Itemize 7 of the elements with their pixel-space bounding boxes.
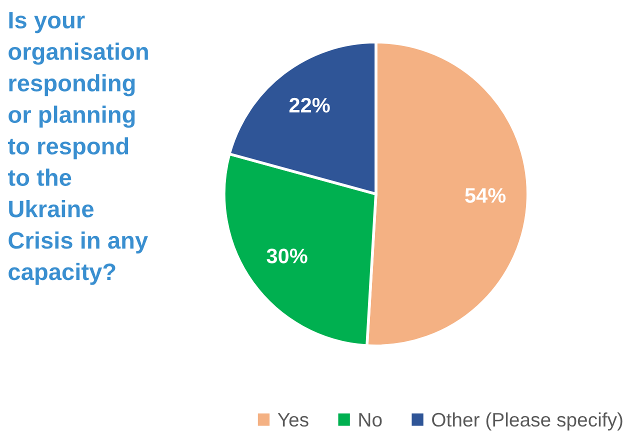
legend-label: No — [359, 413, 382, 427]
legend-label: Yes — [278, 413, 308, 427]
data-label: 22% — [289, 98, 330, 113]
data-label: 30% — [266, 248, 308, 264]
data-label: 54% — [465, 188, 506, 203]
chart-title: Is your organisation responding or planning to respond to the Ukraine Crisis in any capacity? — [8, 12, 148, 285]
legend-label: Other (Please specify) — [432, 412, 622, 430]
